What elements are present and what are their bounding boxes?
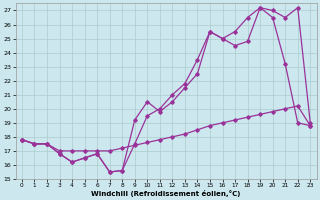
X-axis label: Windchill (Refroidissement éolien,°C): Windchill (Refroidissement éolien,°C): [92, 190, 241, 197]
